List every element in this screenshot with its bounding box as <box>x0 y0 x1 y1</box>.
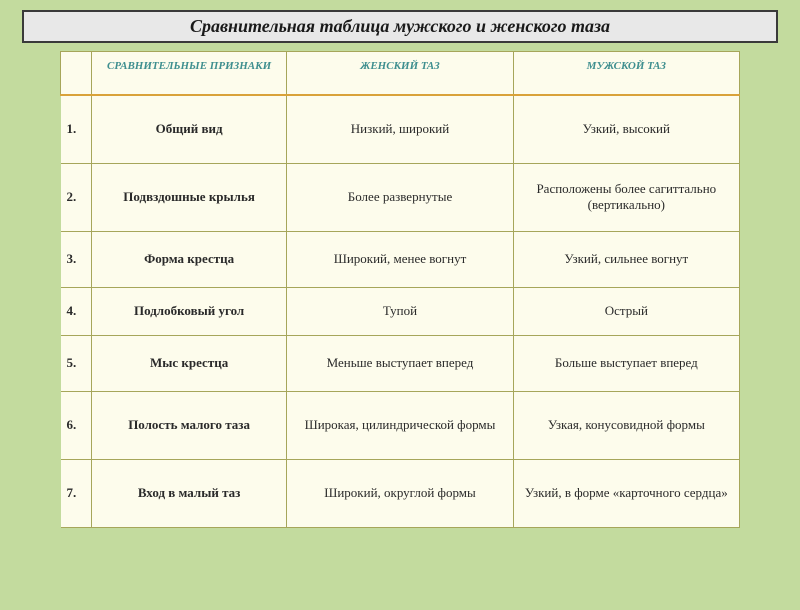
cell-feature: Мыс крестца <box>91 335 286 391</box>
col-header-male: МУЖСКОЙ ТАЗ <box>513 52 739 96</box>
page-title-box: Сравнительная таблица мужского и женског… <box>22 10 778 43</box>
cell-female: Широкий, менее вогнут <box>287 231 513 287</box>
cell-number: 4. <box>61 287 92 335</box>
cell-number: 3. <box>61 231 92 287</box>
cell-male: Узкий, сильнее вогнут <box>513 231 739 287</box>
cell-male: Острый <box>513 287 739 335</box>
cell-female: Меньше выступает вперед <box>287 335 513 391</box>
cell-male: Расположены более сагиттально (вертикаль… <box>513 163 739 231</box>
table-row: 5. Мыс крестца Меньше выступает вперед Б… <box>61 335 740 391</box>
table-row: 3. Форма крестца Широкий, менее вогнут У… <box>61 231 740 287</box>
cell-number: 2. <box>61 163 92 231</box>
table-row: 1. Общий вид Низкий, широкий Узкий, высо… <box>61 95 740 163</box>
table-row: 6. Полость малого таза Широкая, цилиндри… <box>61 391 740 459</box>
table-row: 2. Подвздошные крылья Более развернутые … <box>61 163 740 231</box>
cell-male: Узкий, в форме «карточного сердца» <box>513 459 739 527</box>
cell-feature: Подлобковый угол <box>91 287 286 335</box>
page-title: Сравнительная таблица мужского и женског… <box>190 16 610 36</box>
cell-feature: Общий вид <box>91 95 286 163</box>
col-header-feature: СРАВНИТЕЛЬНЫЕ ПРИЗНАКИ <box>91 52 286 96</box>
cell-male: Узкая, конусовидной формы <box>513 391 739 459</box>
cell-female: Широкая, цилиндрической формы <box>287 391 513 459</box>
cell-female: Низкий, широкий <box>287 95 513 163</box>
cell-number: 6. <box>61 391 92 459</box>
table-row: 7. Вход в малый таз Широкий, округлой фо… <box>61 459 740 527</box>
cell-feature: Подвздошные крылья <box>91 163 286 231</box>
table-row: 4. Подлобковый угол Тупой Острый <box>61 287 740 335</box>
col-header-number <box>61 52 92 96</box>
cell-female: Широкий, округлой формы <box>287 459 513 527</box>
cell-feature: Вход в малый таз <box>91 459 286 527</box>
cell-female: Тупой <box>287 287 513 335</box>
table-header-row: СРАВНИТЕЛЬНЫЕ ПРИЗНАКИ ЖЕНСКИЙ ТАЗ МУЖСК… <box>61 52 740 96</box>
comparison-table: СРАВНИТЕЛЬНЫЕ ПРИЗНАКИ ЖЕНСКИЙ ТАЗ МУЖСК… <box>60 51 740 528</box>
cell-feature: Полость малого таза <box>91 391 286 459</box>
cell-male: Узкий, высокий <box>513 95 739 163</box>
cell-feature: Форма крестца <box>91 231 286 287</box>
cell-male: Больше выступает вперед <box>513 335 739 391</box>
cell-number: 1. <box>61 95 92 163</box>
cell-number: 7. <box>61 459 92 527</box>
cell-female: Более развернутые <box>287 163 513 231</box>
col-header-female: ЖЕНСКИЙ ТАЗ <box>287 52 513 96</box>
comparison-table-wrap: СРАВНИТЕЛЬНЫЕ ПРИЗНАКИ ЖЕНСКИЙ ТАЗ МУЖСК… <box>60 51 740 528</box>
cell-number: 5. <box>61 335 92 391</box>
